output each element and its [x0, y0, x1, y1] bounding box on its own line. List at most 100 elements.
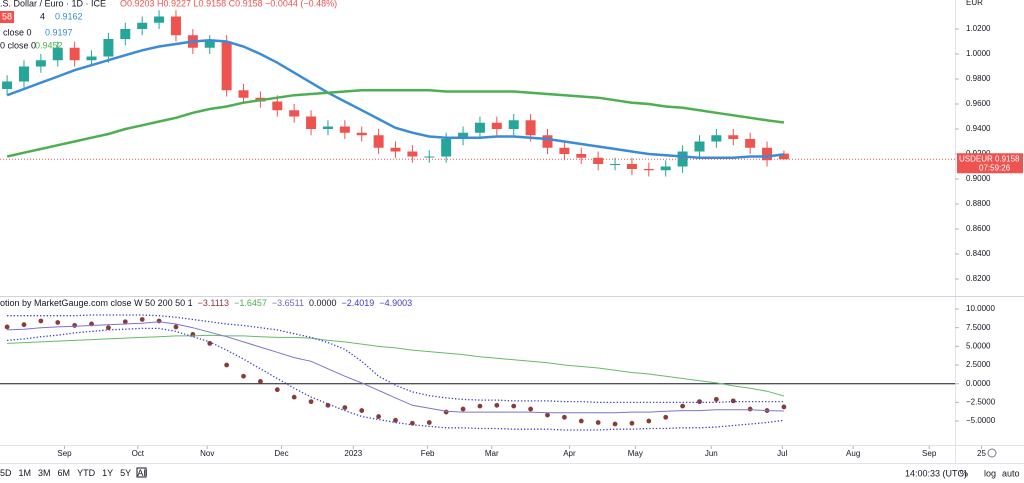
scale-button[interactable]: auto [1002, 468, 1020, 478]
range-button[interactable]: 3M [38, 468, 51, 478]
momentum-dot [308, 399, 314, 405]
y-tick-label: 10.0000 [966, 304, 995, 313]
scale-button[interactable]: % [960, 468, 968, 478]
momentum-dot [697, 399, 702, 405]
momentum-dot [173, 324, 179, 330]
momentum-dot [72, 323, 78, 328]
candle-body [306, 116, 317, 129]
x-tick-label: Aug [846, 449, 860, 458]
candle-body [86, 56, 97, 61]
x-tick-label: Feb [421, 449, 435, 458]
range-button[interactable]: 5Y [120, 468, 131, 478]
candle-body [103, 39, 114, 57]
y-tick-label: 1.0200 [966, 24, 991, 33]
legend-text: close 0 [3, 27, 32, 37]
indicator-value: −4.9003 [379, 298, 412, 308]
x-tick-label: 2023 [344, 449, 362, 458]
candle-body [120, 29, 131, 39]
momentum-dot [713, 396, 719, 402]
candle-body [35, 60, 46, 67]
range-button[interactable]: YTD [77, 468, 96, 478]
y-tick-label: 0.8800 [966, 199, 991, 208]
candle-body [458, 132, 469, 139]
calendar-icon[interactable] [136, 467, 147, 478]
x-tick-label: Sep [57, 449, 72, 458]
momentum-dot [106, 325, 111, 331]
candle-body [322, 126, 333, 129]
currency-label: EUR [966, 0, 983, 7]
candle-body [491, 122, 502, 129]
momentum-dot [477, 403, 483, 409]
indicator-value: −2.4019 [342, 298, 375, 308]
momentum-dot [21, 322, 27, 328]
x-tick-label: Dec [274, 449, 288, 458]
range-button[interactable]: 1M [19, 468, 32, 478]
x-tick-label: Sep [922, 449, 937, 458]
legend-text: 0 close 0 [0, 40, 36, 50]
range-button[interactable]: 5D [0, 468, 12, 478]
x-tick-label: Oct [132, 449, 145, 458]
candle-body [626, 164, 637, 169]
moving-average [6, 39, 785, 159]
momentum-dot [342, 405, 348, 410]
candle-body [441, 139, 452, 157]
momentum-dot [359, 408, 365, 413]
candle-body [660, 166, 671, 171]
y-tick-label: 0.9400 [966, 124, 991, 133]
indicator-line [7, 334, 785, 397]
momentum-dot [241, 373, 246, 379]
momentum-dot [680, 403, 686, 409]
momentum-dot [528, 406, 534, 412]
x-tick-label: Nov [200, 449, 214, 458]
momentum-dot [561, 414, 567, 420]
momentum-dot [443, 409, 449, 415]
y-tick-label: −5.0000 [966, 416, 996, 425]
momentum-dot [393, 417, 398, 423]
candle-body [643, 169, 654, 171]
candle-body [711, 135, 722, 142]
y-tick-label: 0.9800 [966, 74, 991, 83]
range-button[interactable]: 1Y [102, 468, 113, 478]
candle-body [677, 151, 688, 167]
candle-body [69, 47, 80, 61]
range-button[interactable]: 6M [58, 468, 71, 478]
band-line [7, 314, 784, 404]
candle-body [762, 147, 773, 161]
scale-button[interactable]: log [984, 468, 996, 478]
y-tick-label: 7.5000 [966, 323, 991, 332]
indicator-legend: otion by MarketGauge.com close W 50 200 … [0, 298, 412, 308]
calendar-icon[interactable] [136, 467, 147, 478]
symbol-title: .S. Dollar / Euro · 1D · ICE [0, 0, 106, 8]
candle-body [52, 47, 63, 61]
candle-body [610, 164, 621, 165]
momentum-dot [663, 414, 669, 420]
momentum-dot [781, 404, 787, 410]
candle-body [593, 157, 604, 164]
candle-body [272, 101, 283, 111]
candle-body [356, 132, 367, 136]
legend-value: 0.9452 [35, 40, 63, 50]
legend-badge [0, 11, 14, 23]
candle-body [407, 151, 418, 157]
momentum-dot [55, 320, 61, 325]
candle-body [728, 135, 739, 139]
plot: 1.02001.00000.98000.96000.94000.92000.90… [0, 0, 1023, 458]
momentum-dot [122, 319, 128, 325]
candle-body [474, 122, 485, 133]
candle-body [204, 41, 215, 48]
momentum-dot [207, 340, 213, 346]
x-tick-label: Mar [485, 449, 499, 458]
y-tick-label: 1.0000 [966, 49, 991, 58]
momentum-dot [460, 406, 466, 412]
momentum-dot [646, 418, 652, 424]
header: .S. Dollar / Euro · 1D · ICE O0.9203 H0.… [0, 0, 337, 50]
candle-body [221, 41, 232, 91]
range-buttons: 5D 1M 3M 6M YTD 1Y 5Y All [0, 468, 147, 478]
price-tag-value: 0.9158 [995, 154, 1020, 163]
range-button[interactable]: All [137, 468, 147, 478]
candle-body [559, 147, 570, 154]
settings-icon[interactable] [987, 448, 997, 458]
momentum-dot [274, 387, 280, 393]
momentum-dot [578, 418, 584, 424]
